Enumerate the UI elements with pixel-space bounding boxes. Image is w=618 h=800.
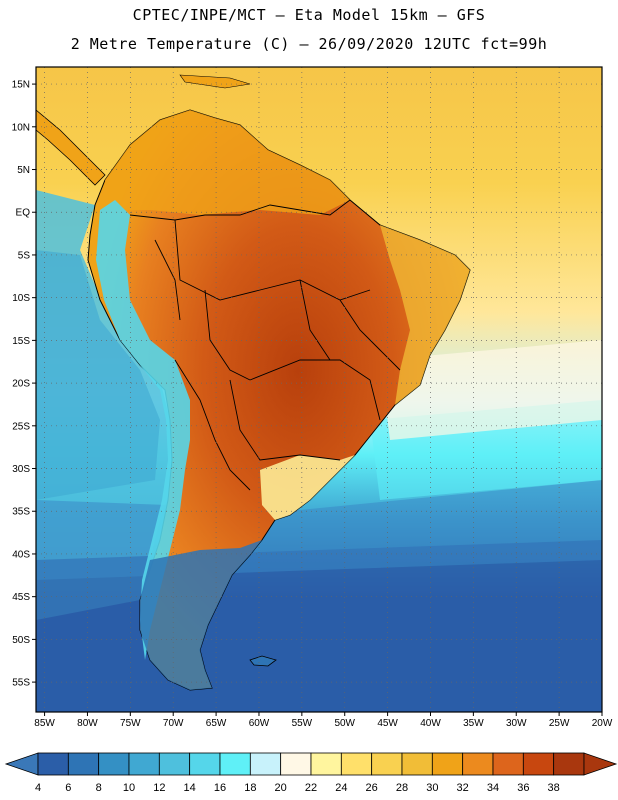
colorbar-swatch — [431, 752, 464, 776]
lon-tick-label: 35W — [463, 718, 484, 729]
lon-tick-label: 40W — [420, 718, 441, 729]
lon-tick-label: 30W — [506, 718, 527, 729]
longitude-axis: 85W 80W 75W 70W 65W 60W 55W 50W 45W 40W 35W 30W 25W 2… — [34, 712, 613, 729]
lat-tick-label: 30S — [12, 464, 30, 475]
atlantic-neutral — [380, 340, 602, 440]
colorbar-swatch — [98, 752, 130, 776]
colorbar-swatch — [310, 752, 342, 776]
andes-cold-band — [96, 200, 190, 660]
colorbar-swatch — [340, 752, 373, 776]
colorbar-label: 32 — [457, 782, 469, 794]
colorbar-swatch — [189, 752, 221, 776]
colorbar-label: 12 — [153, 782, 165, 794]
colorbar-swatch — [553, 752, 585, 776]
pacific-cool-zone — [36, 250, 160, 500]
colorbar-swatch — [37, 752, 69, 776]
colorbar-label: 16 — [214, 782, 226, 794]
lat-tick-label: EQ — [16, 208, 31, 219]
colorbar-swatch — [492, 752, 524, 776]
colorbar-swatch — [280, 752, 312, 776]
chart-title-line1: CPTEC/INPE/MCT – Eta Model 15km – GFS — [132, 6, 486, 24]
colorbar-label: 18 — [244, 782, 256, 794]
colorbar-swatch — [522, 752, 555, 776]
lat-tick-label: 10N — [12, 122, 30, 133]
lat-tick-label: 5N — [17, 165, 30, 176]
colorbar-low-arrow — [4, 752, 39, 776]
lon-tick-label: 70W — [163, 718, 184, 729]
colorbar-label: 8 — [96, 782, 102, 794]
lat-tick-label: 55S — [12, 678, 30, 689]
lon-tick-label: 50W — [334, 718, 355, 729]
northern-warm-region — [105, 110, 350, 215]
colorbar-swatch — [371, 752, 403, 776]
northeast-coast — [380, 225, 470, 405]
uruguay-region — [260, 455, 355, 520]
lat-tick-label: 40S — [12, 549, 30, 560]
lon-tick-label: 25W — [549, 718, 570, 729]
lon-tick-label: 65W — [206, 718, 227, 729]
lat-tick-label: 15N — [12, 80, 30, 91]
lat-tick-label: 25S — [12, 421, 30, 432]
colorbar: 4 6 8 10 12 14 16 18 20 22 24 26 28 30 32 34 36 38 — [4, 752, 618, 794]
colorbar-label: 38 — [548, 782, 560, 794]
colorbar-label: 6 — [65, 782, 71, 794]
colorbar-swatch — [401, 752, 433, 776]
lat-tick-label: 20S — [12, 379, 30, 390]
colorbar-swatch — [128, 752, 160, 776]
colorbar-label: 28 — [396, 782, 408, 794]
colorbar-swatch — [219, 752, 251, 776]
colorbar-label: 36 — [517, 782, 529, 794]
colorbar-high-arrow — [583, 752, 618, 776]
lon-tick-label: 60W — [249, 718, 270, 729]
lon-tick-label: 80W — [77, 718, 98, 729]
lon-tick-label: 55W — [292, 718, 313, 729]
central-america — [36, 109, 106, 186]
lon-tick-label: 45W — [377, 718, 398, 729]
map-frame — [35, 66, 603, 713]
lat-tick-label: 5S — [18, 250, 31, 261]
country-borders — [129, 199, 401, 491]
colorbar-label: 24 — [335, 782, 347, 794]
lat-tick-label: 10S — [12, 293, 30, 304]
lon-tick-label: 75W — [120, 718, 141, 729]
colorbar-label: 4 — [35, 782, 41, 794]
lat-tick-label: 45S — [12, 592, 30, 603]
colorbar-label: 26 — [366, 782, 378, 794]
colorbar-label: 22 — [305, 782, 317, 794]
colorbar-label: 34 — [487, 782, 499, 794]
lon-tick-label: 85W — [34, 718, 55, 729]
caribbean-islands — [179, 74, 251, 89]
colorbar-swatch — [249, 752, 282, 776]
falkland-islands — [249, 655, 277, 667]
patagonia-cold — [140, 540, 262, 690]
colorbar-label: 14 — [184, 782, 196, 794]
colorbar-swatch — [67, 752, 100, 776]
lat-tick-label: 50S — [12, 635, 30, 646]
colorbar-swatch — [462, 752, 494, 776]
lat-tick-label: 35S — [12, 507, 30, 518]
lat-tick-label: 15S — [12, 336, 30, 347]
latitude-axis: 15N 10N 5N EQ 5S 10S 15S 20S 25S 30S 35S 40S 45S 50S 5… — [12, 80, 36, 689]
colorbar-label: 30 — [426, 782, 438, 794]
colorbar-label: 10 — [123, 782, 135, 794]
lon-tick-label: 20W — [592, 718, 613, 729]
colorbar-label: 20 — [275, 782, 287, 794]
chart-title-line2: 2 Metre Temperature (C) – 26/09/2020 12U… — [70, 35, 548, 53]
colorbar-swatch — [158, 752, 191, 776]
